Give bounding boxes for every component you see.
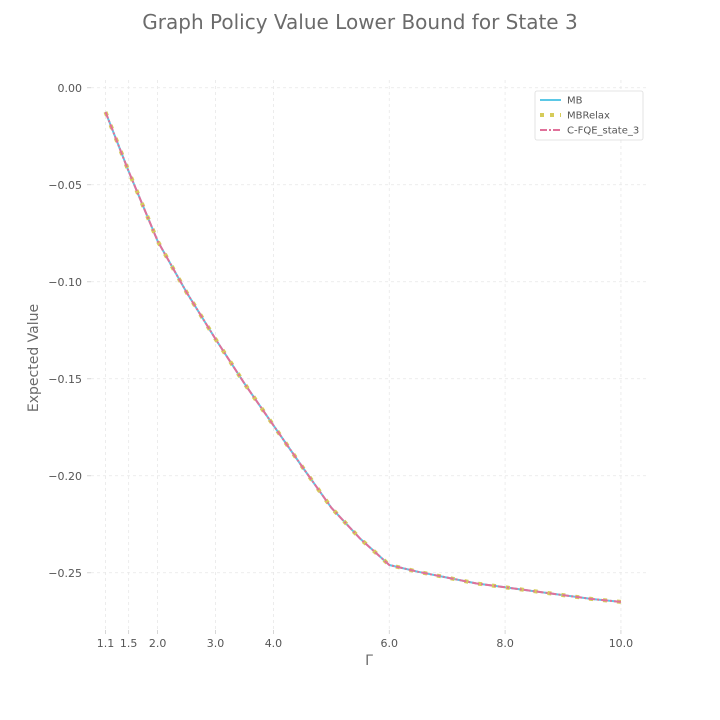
- legend-label-cfqe: C-FQE_state_3: [567, 126, 639, 137]
- x-tick-label: 6.0: [381, 637, 399, 650]
- x-tick-label: 8.0: [496, 637, 514, 650]
- grid-lines: [91, 80, 647, 630]
- series-line-c-fqe-state-3: [104, 111, 621, 603]
- x-tick-label: 4.0: [265, 637, 283, 650]
- y-tick-label: −0.15: [48, 373, 82, 386]
- legend-box: [534, 90, 644, 141]
- x-tick-label: 1.5: [120, 637, 138, 650]
- y-tick-label: −0.25: [48, 567, 82, 580]
- series-line-mbrelax: [103, 111, 622, 604]
- series-lines: [103, 111, 622, 604]
- y-tick-label: −0.10: [48, 276, 82, 289]
- legend-label-mbrelax: MBRelax: [567, 111, 610, 122]
- x-tick-label: 2.0: [149, 637, 167, 650]
- x-tick-label: 10.0: [609, 637, 634, 650]
- x-tick-label: 3.0: [207, 637, 225, 650]
- y-tick-label: −0.05: [48, 179, 82, 192]
- series-line-mb: [104, 111, 621, 603]
- y-axis-label: Expected Value: [26, 304, 42, 412]
- x-axis-label: Γ: [365, 653, 373, 669]
- axis-ticks: 1.1 1.5 2.0 3.0 4.0 6.0 8.0 10.0 0.00 −0.05 −0.10 −…: [48, 82, 633, 650]
- chart-title: Graph Policy Value Lower Bound for State…: [142, 10, 577, 34]
- x-tick-label: 1.1: [97, 637, 115, 650]
- legend-label-mb: MB: [567, 96, 583, 107]
- legend: MB MBRelax C-FQE_state_3: [534, 90, 644, 141]
- y-tick-label: −0.20: [48, 470, 82, 483]
- y-tick-label: 0.00: [58, 82, 83, 95]
